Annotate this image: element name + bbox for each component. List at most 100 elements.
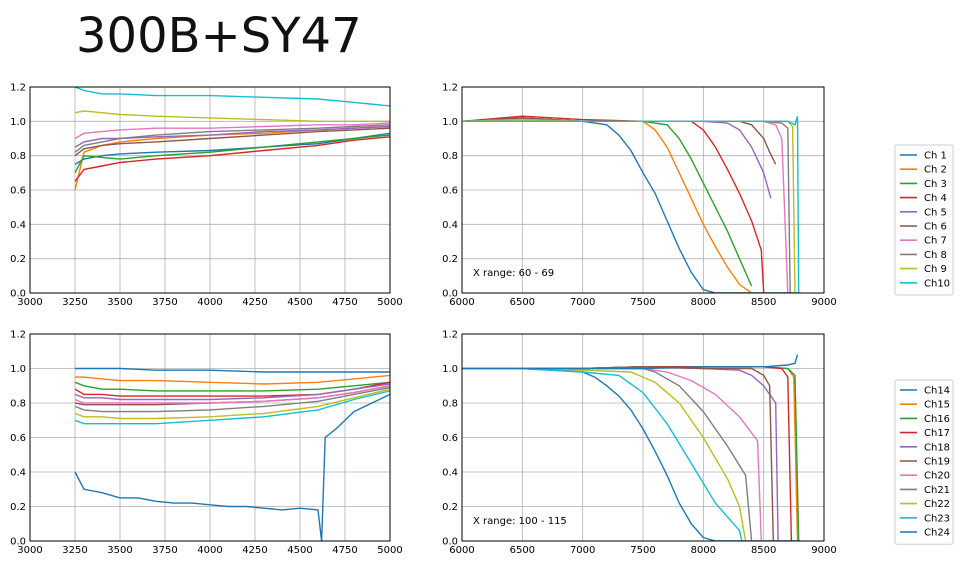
x-tick-label: 5000 bbox=[377, 545, 402, 556]
x-tick-label: 7500 bbox=[630, 297, 655, 308]
chart-panel-top-left: 3000 3250 3500 3750 4000 4250 4500 4750 5000 0.0 0… bbox=[10, 83, 403, 309]
series-line-ch18 bbox=[462, 366, 779, 541]
x-tick-label: 3000 bbox=[17, 297, 42, 308]
x-tick-label: 8000 bbox=[691, 545, 716, 556]
x-tick-label: 4500 bbox=[287, 297, 312, 308]
x-tick-label: 7000 bbox=[570, 545, 595, 556]
y-tick-label: 1.2 bbox=[10, 330, 26, 341]
legend-label: Ch 7 bbox=[924, 236, 947, 247]
slide-title: 300B+SY47 bbox=[76, 8, 362, 64]
legend-label: Ch 1 bbox=[924, 151, 947, 162]
legend-label: Ch10 bbox=[924, 278, 950, 289]
y-tick-label: 0.6 bbox=[442, 433, 458, 444]
y-tick-label: 1.2 bbox=[442, 330, 458, 341]
series-line-ch5 bbox=[462, 117, 772, 199]
y-tick-label: 0.0 bbox=[10, 289, 26, 300]
legend-label: Ch20 bbox=[924, 471, 950, 482]
y-tick-label: 0.8 bbox=[10, 151, 26, 162]
series-line-ch14 bbox=[75, 367, 390, 373]
series-line-ch16 bbox=[462, 366, 800, 541]
series-line-ch10 bbox=[462, 116, 800, 293]
y-tick-label: 1.2 bbox=[442, 83, 458, 94]
x-tick-label: 3250 bbox=[62, 297, 87, 308]
series-line-ch24 bbox=[74, 393, 390, 541]
series-line-ch1 bbox=[462, 117, 800, 293]
y-tick-label: 0.0 bbox=[10, 537, 26, 548]
series-line-ch7 bbox=[74, 122, 390, 140]
series-line-ch23 bbox=[462, 367, 743, 541]
y-tick-label: 0.2 bbox=[442, 502, 458, 513]
x-tick-label: 3750 bbox=[152, 297, 177, 308]
series-line-ch20 bbox=[74, 385, 390, 404]
x-tick-label: 3500 bbox=[107, 545, 132, 556]
series-line-ch4 bbox=[74, 136, 390, 182]
x-tick-label: 4500 bbox=[287, 545, 312, 556]
series-line-ch6 bbox=[74, 127, 390, 157]
legend-2: Ch14 Ch15 Ch16 Ch17 Ch18 Ch19 Ch20 Ch21 Ch22 Ch23… bbox=[894, 379, 954, 545]
x-tick-label: 3000 bbox=[17, 545, 42, 556]
y-tick-label: 0.2 bbox=[10, 254, 26, 265]
plot-frame bbox=[461, 333, 825, 542]
legend-label: Ch 2 bbox=[924, 165, 947, 176]
y-tick-label: 0.0 bbox=[442, 289, 458, 300]
legend-label: Ch 4 bbox=[924, 193, 947, 204]
series-line-ch4 bbox=[462, 115, 765, 293]
x-tick-label: 3250 bbox=[62, 545, 87, 556]
x-tick-label: 7500 bbox=[630, 545, 655, 556]
x-tick-label: 4000 bbox=[197, 545, 222, 556]
y-tick-label: 0.6 bbox=[10, 186, 26, 197]
plot-frame bbox=[29, 333, 391, 542]
x-tick-label: 8000 bbox=[691, 297, 716, 308]
series-line-ch1 bbox=[74, 132, 390, 165]
legend-label: Ch23 bbox=[924, 513, 950, 524]
legend-label: Ch18 bbox=[924, 442, 950, 453]
series-line-ch15 bbox=[75, 374, 390, 385]
legend-label: Ch16 bbox=[924, 414, 950, 425]
y-tick-label: 1.0 bbox=[442, 364, 458, 375]
series-line-ch17 bbox=[462, 366, 793, 541]
y-tick-label: 0.2 bbox=[442, 254, 458, 265]
y-tick-label: 0.4 bbox=[442, 220, 458, 231]
y-tick-label: 1.2 bbox=[10, 83, 26, 94]
x-tick-label: 3500 bbox=[107, 297, 132, 308]
y-tick-label: 0.8 bbox=[442, 151, 458, 162]
series-line-ch8 bbox=[462, 118, 791, 293]
legend-label: Ch14 bbox=[924, 386, 950, 397]
y-tick-label: 0.8 bbox=[442, 399, 458, 410]
x-tick-label: 9000 bbox=[811, 545, 836, 556]
y-tick-label: 1.0 bbox=[442, 117, 458, 128]
series-line-ch8 bbox=[74, 124, 390, 153]
y-tick-label: 0.6 bbox=[10, 433, 26, 444]
x-tick-label: 4250 bbox=[242, 545, 267, 556]
plot-frame bbox=[29, 86, 391, 294]
plot-frame bbox=[461, 86, 825, 294]
x-tick-label: 4750 bbox=[332, 545, 357, 556]
legend-label: Ch 3 bbox=[924, 179, 947, 190]
legend-label: Ch 5 bbox=[924, 207, 947, 218]
series-line-ch22 bbox=[462, 367, 747, 541]
series-line-ch22 bbox=[74, 388, 390, 420]
y-tick-label: 0.0 bbox=[442, 537, 458, 548]
series-line-ch24 bbox=[462, 354, 799, 370]
chart-panel-bottom-left: 3000 3250 3500 3750 4000 4250 4500 4750 5000 0.0 0… bbox=[10, 330, 403, 557]
series-line-ch3 bbox=[462, 117, 753, 287]
chart-panel-bottom-right: 6000 6500 7000 7500 8000 8500 9000 0.0 0.2 0.4 0.6… bbox=[442, 330, 837, 557]
legend-1: Ch 1 Ch 2 Ch 3 Ch 4 Ch 5 Ch 6 Ch 7 Ch 8 Ch 9 Ch10 bbox=[894, 144, 954, 296]
series-line-ch9 bbox=[74, 110, 390, 123]
series-line-ch23 bbox=[74, 390, 390, 425]
legend-label: Ch15 bbox=[924, 400, 950, 411]
x-tick-label: 6500 bbox=[510, 545, 535, 556]
legend-label: Ch 9 bbox=[924, 264, 947, 275]
x-tick-label: 7000 bbox=[570, 297, 595, 308]
series-line-ch5 bbox=[74, 125, 390, 148]
x-tick-label: 4750 bbox=[332, 297, 357, 308]
y-tick-label: 0.4 bbox=[10, 468, 26, 479]
y-tick-label: 1.0 bbox=[10, 117, 26, 128]
y-tick-label: 0.6 bbox=[442, 186, 458, 197]
chart-panel-top-right: 6000 6500 7000 7500 8000 8500 9000 0.0 0.2 0.4 0.6… bbox=[442, 83, 837, 309]
y-tick-label: 0.8 bbox=[10, 399, 26, 410]
x-tick-label: 9000 bbox=[811, 297, 836, 308]
x-tick-label: 4250 bbox=[242, 297, 267, 308]
legend-label: Ch 6 bbox=[924, 222, 947, 233]
series-line-ch21 bbox=[74, 386, 390, 413]
